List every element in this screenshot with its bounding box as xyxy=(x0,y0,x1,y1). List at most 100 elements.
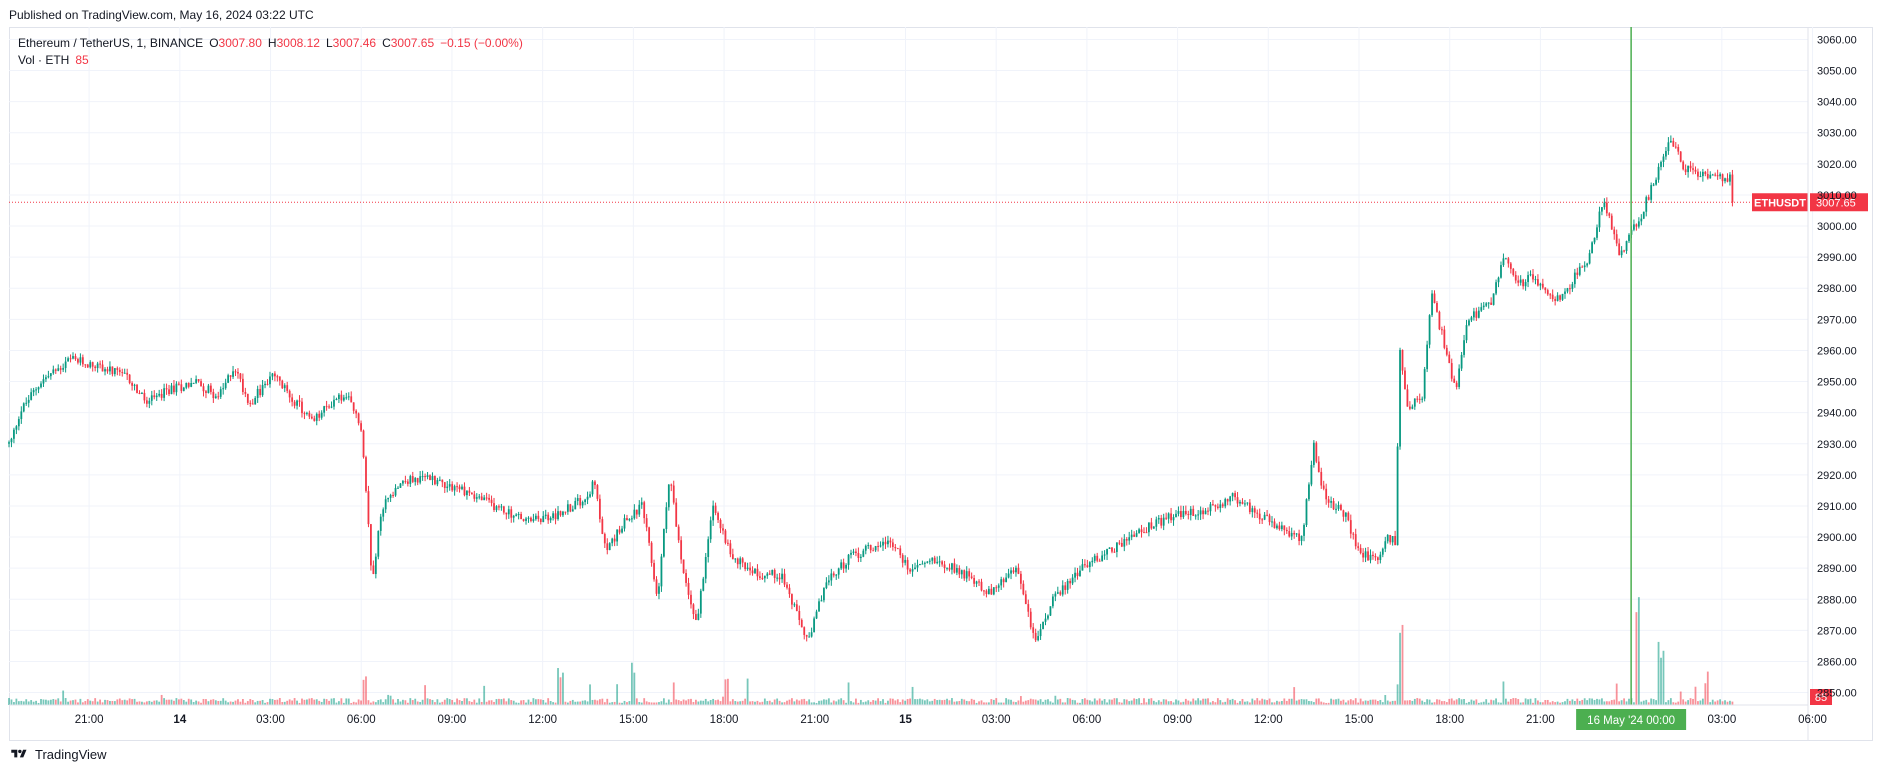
volume-bar xyxy=(645,701,648,705)
candle-body xyxy=(1327,499,1330,503)
candle-body xyxy=(815,611,818,619)
volume-bar xyxy=(111,701,114,705)
candle-body xyxy=(1679,151,1682,162)
candle-body xyxy=(778,577,781,580)
volume-bar xyxy=(138,701,141,705)
volume-bar xyxy=(970,698,973,705)
volume-bar xyxy=(717,699,719,705)
candle-body xyxy=(1273,521,1276,529)
volume-bar xyxy=(751,701,754,705)
candle-body xyxy=(948,567,951,570)
volume-bar xyxy=(621,702,623,705)
candle-body xyxy=(234,371,237,373)
candle-body xyxy=(232,371,234,377)
time-tick-label: 06:00 xyxy=(1798,714,1827,726)
volume-bar xyxy=(975,702,978,705)
candle-body xyxy=(473,494,476,499)
candle-body xyxy=(165,388,168,390)
candle-body xyxy=(608,543,611,551)
candle-body xyxy=(1096,555,1099,561)
candle-body xyxy=(1352,533,1355,535)
volume-bar xyxy=(1216,698,1219,705)
candle-body xyxy=(648,527,651,543)
volume-bar xyxy=(318,700,321,705)
candle-body xyxy=(148,400,151,404)
candle-body xyxy=(13,429,15,439)
volume-bar xyxy=(325,699,328,705)
volume-bar xyxy=(1143,698,1145,705)
volume-bar xyxy=(1069,698,1072,705)
volume-bar xyxy=(1029,698,1032,705)
volume-bar xyxy=(864,701,867,705)
candle-body xyxy=(79,357,82,363)
candle-body xyxy=(1081,564,1084,571)
legend-symbol[interactable]: Ethereum / TetherUS, 1, BINANCE xyxy=(18,36,204,50)
volume-bar xyxy=(458,700,461,705)
candle-body xyxy=(490,499,493,504)
candle-body xyxy=(992,587,995,595)
volume-bar xyxy=(1165,699,1168,705)
legend-volume-row: Vol · ETH 85 xyxy=(18,52,523,69)
candle-body xyxy=(645,518,648,528)
candle-body xyxy=(803,627,806,636)
volume-bar xyxy=(1669,698,1672,705)
candle-body xyxy=(749,567,751,571)
volume-bar xyxy=(522,700,525,705)
volume-bar xyxy=(1182,701,1185,705)
volume-bar xyxy=(1546,699,1549,705)
candle-body xyxy=(116,368,119,370)
volume-bar xyxy=(1620,700,1623,705)
volume-bar xyxy=(987,702,990,705)
volume-bar xyxy=(1079,702,1081,705)
candle-body xyxy=(943,564,946,569)
volume-bar xyxy=(416,701,419,705)
candle-body xyxy=(1261,519,1264,521)
candle-body xyxy=(1047,615,1049,619)
volume-bar xyxy=(889,698,892,705)
candle-body xyxy=(914,567,916,570)
candle-body xyxy=(1029,611,1032,628)
candle-body xyxy=(367,491,370,525)
candle-body xyxy=(1509,263,1512,269)
volume-bar xyxy=(1044,699,1047,705)
volume-bar xyxy=(1396,684,1399,705)
candle-body xyxy=(557,511,559,520)
volume-bar xyxy=(1273,702,1276,705)
candle-body xyxy=(879,545,882,547)
volume-bar xyxy=(1650,698,1653,705)
candle-body xyxy=(1192,508,1195,516)
volume-bar xyxy=(1207,698,1209,705)
candle-body xyxy=(1172,517,1175,521)
candle-body xyxy=(581,502,584,506)
volume-bar xyxy=(1416,698,1419,705)
volume-bar xyxy=(882,699,884,705)
volume-bar xyxy=(1505,698,1507,705)
candle-body xyxy=(59,368,62,370)
candle-body xyxy=(628,518,631,521)
volume-bar xyxy=(1278,701,1281,705)
volume-bar xyxy=(1039,699,1042,705)
legend-low: 3007.46 xyxy=(332,36,377,50)
volume-bar xyxy=(997,702,1000,705)
candle-body xyxy=(872,550,875,552)
legend-volume-label[interactable]: Vol · ETH xyxy=(18,53,70,67)
volume-bar xyxy=(1096,700,1099,705)
volume-bar xyxy=(224,700,227,705)
volume-bar xyxy=(667,699,670,705)
candle-body xyxy=(655,579,658,594)
volume-bar xyxy=(104,699,106,705)
candle-body xyxy=(1103,554,1106,556)
candle-body xyxy=(825,582,828,589)
volume-bar xyxy=(121,700,124,705)
volume-bar xyxy=(298,702,301,705)
candle-body xyxy=(160,393,163,398)
volume-bar xyxy=(1423,702,1426,705)
candle-body xyxy=(434,476,436,485)
candle-body xyxy=(296,400,298,406)
tradingview-brand[interactable]: TradingView xyxy=(9,742,107,766)
volume-bar xyxy=(911,686,914,705)
candle-body xyxy=(973,578,976,584)
candle-body xyxy=(1379,554,1382,561)
candle-body xyxy=(695,614,697,620)
